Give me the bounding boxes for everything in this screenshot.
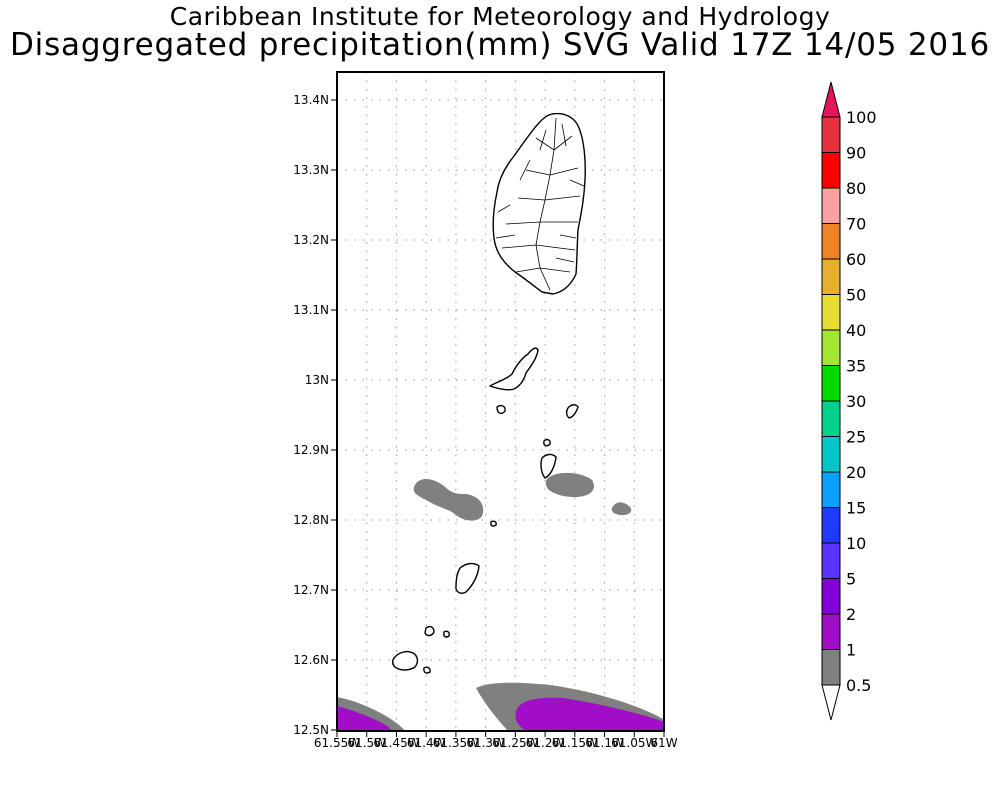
carriacou-island bbox=[391, 650, 419, 671]
colorbar-label: 10 bbox=[846, 534, 866, 553]
lon-tick-label: 61.2W bbox=[526, 736, 565, 750]
st-vincent-island bbox=[492, 112, 586, 295]
mustique-island bbox=[565, 404, 579, 419]
colorbar-label: 40 bbox=[846, 321, 866, 340]
colorbar-label: 80 bbox=[846, 179, 866, 198]
colorbar-box bbox=[821, 187, 841, 224]
colorbar-box bbox=[821, 116, 841, 153]
colorbar-label: 90 bbox=[846, 144, 866, 163]
lon-tick-label: 61.4W bbox=[407, 736, 446, 750]
lat-tick-label: 13N bbox=[305, 373, 329, 387]
colorbar-box bbox=[821, 613, 841, 650]
lon-tick-label: 61.3W bbox=[466, 736, 505, 750]
rain-area-west bbox=[413, 479, 484, 521]
colorbar-label: 100 bbox=[846, 108, 877, 127]
lon-tick-label: 61.35W bbox=[433, 736, 479, 750]
lat-tick-label: 13.2N bbox=[293, 233, 329, 247]
colorbar-under-arrow bbox=[821, 684, 841, 721]
lat-tick-label: 12.8N bbox=[293, 513, 329, 527]
lon-tick-label: 61W bbox=[650, 736, 677, 750]
lat-tick-label: 13.4N bbox=[293, 93, 329, 107]
rain-area-central bbox=[545, 472, 594, 498]
colorbar-over-arrow bbox=[821, 81, 841, 118]
lat-tick-label: 12.7N bbox=[293, 583, 329, 597]
lon-tick-label: 61.55W bbox=[314, 736, 360, 750]
colorbar-box bbox=[821, 152, 841, 189]
colorbar-label: 0.5 bbox=[846, 676, 871, 695]
colorbar-box bbox=[821, 507, 841, 544]
lon-tick-label: 61.45W bbox=[373, 736, 419, 750]
colorbar-box bbox=[821, 329, 841, 366]
colorbar-box bbox=[821, 294, 841, 331]
colorbar-label: 5 bbox=[846, 570, 856, 589]
lat-tick-label: 12.6N bbox=[293, 653, 329, 667]
small-isle-d bbox=[443, 630, 450, 638]
precipitation-shading bbox=[337, 472, 664, 731]
lat-tick-label: 13.3N bbox=[293, 163, 329, 177]
carriacou-island-north bbox=[424, 625, 435, 637]
small-isle-a bbox=[496, 404, 506, 415]
axes: 13.4N 13.3N 13.2N 13.1N 13N 12.9N 12.8N 12.7N 12… bbox=[293, 93, 677, 750]
product-title: Disaggregated precipitation(mm) SVG Vali… bbox=[9, 27, 991, 63]
small-isle-e bbox=[423, 666, 431, 674]
lon-tick-label: 61.15W bbox=[552, 736, 598, 750]
coastlines bbox=[391, 112, 586, 674]
colorbar-label: 50 bbox=[846, 286, 866, 305]
colorbar-label: 35 bbox=[846, 357, 866, 376]
small-isle-c bbox=[490, 520, 497, 527]
institute-title: Caribbean Institute for Meteorology and … bbox=[169, 2, 831, 31]
watershed-lines bbox=[495, 117, 585, 291]
plot-frame bbox=[336, 71, 665, 732]
colorbar-label: 20 bbox=[846, 463, 866, 482]
lat-tick-label: 13.1N bbox=[293, 303, 329, 317]
bequia-island bbox=[489, 347, 539, 391]
colorbar-box bbox=[821, 258, 841, 295]
small-isle-b bbox=[543, 438, 551, 447]
lon-tick-label: 61.1W bbox=[585, 736, 624, 750]
lat-tick-label: 12.5N bbox=[293, 723, 329, 737]
lat-tick-label: 12.9N bbox=[293, 443, 329, 457]
union-island bbox=[455, 562, 480, 594]
graticule bbox=[337, 72, 664, 731]
colorbar-label: 30 bbox=[846, 392, 866, 411]
colorbar-label: 2 bbox=[846, 605, 856, 624]
rain-area-east bbox=[611, 502, 632, 516]
lon-tick-label: 61.5W bbox=[347, 736, 386, 750]
rain-area-south-purple bbox=[515, 697, 664, 731]
colorbar-box bbox=[821, 436, 841, 473]
colorbar-label: 25 bbox=[846, 428, 866, 447]
colorbar-label: 60 bbox=[846, 250, 866, 269]
plot-area bbox=[337, 72, 664, 731]
lon-tick-label: 61.05W bbox=[611, 736, 657, 750]
colorbar-box bbox=[821, 542, 841, 579]
colorbar-label: 1 bbox=[846, 641, 856, 660]
colorbar-box bbox=[821, 223, 841, 260]
colorbar-box bbox=[821, 365, 841, 402]
colorbar-box bbox=[821, 471, 841, 508]
colorbar-label: 70 bbox=[846, 215, 866, 234]
rain-area-southwest-purple bbox=[337, 706, 392, 731]
colorbar-box bbox=[821, 649, 841, 686]
lon-tick-label: 61.25W bbox=[492, 736, 538, 750]
colorbar-label: 15 bbox=[846, 499, 866, 518]
colorbar-box bbox=[821, 400, 841, 437]
colorbar-box bbox=[821, 578, 841, 615]
canouan-island bbox=[540, 453, 557, 479]
